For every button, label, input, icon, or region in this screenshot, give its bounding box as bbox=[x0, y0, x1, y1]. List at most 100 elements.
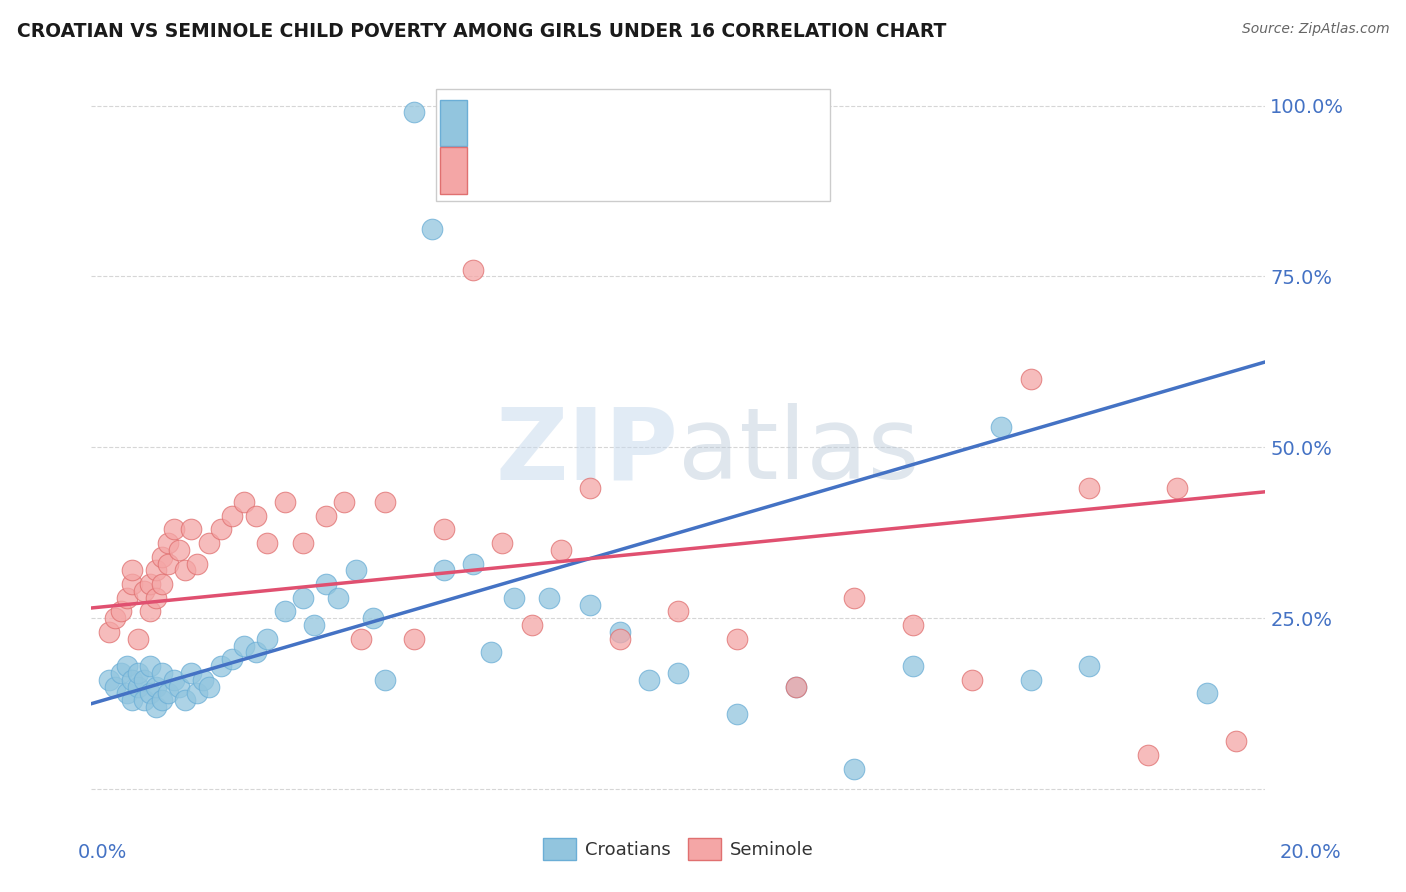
Point bbox=[150, 665, 173, 680]
Point bbox=[960, 673, 983, 687]
Point bbox=[844, 762, 866, 776]
Point bbox=[221, 508, 243, 523]
Point bbox=[233, 639, 256, 653]
Text: ZIP: ZIP bbox=[495, 403, 678, 500]
Point bbox=[256, 632, 278, 646]
Point bbox=[666, 604, 689, 618]
Point bbox=[209, 522, 232, 536]
Point bbox=[374, 673, 396, 687]
Point bbox=[104, 680, 127, 694]
Point bbox=[169, 542, 191, 557]
Point bbox=[110, 604, 132, 618]
Point bbox=[245, 645, 267, 659]
Point bbox=[115, 591, 138, 605]
Point bbox=[990, 420, 1012, 434]
Point bbox=[538, 591, 561, 605]
Point bbox=[725, 632, 748, 646]
Text: atlas: atlas bbox=[678, 403, 920, 500]
Point bbox=[156, 536, 179, 550]
Point bbox=[197, 680, 219, 694]
Point bbox=[844, 591, 866, 605]
Point bbox=[404, 105, 426, 120]
Text: CROATIAN VS SEMINOLE CHILD POVERTY AMONG GIRLS UNDER 16 CORRELATION CHART: CROATIAN VS SEMINOLE CHILD POVERTY AMONG… bbox=[17, 22, 946, 41]
Text: 0.0%: 0.0% bbox=[77, 843, 128, 862]
Point bbox=[110, 665, 132, 680]
Point bbox=[121, 563, 143, 577]
Point bbox=[150, 549, 173, 564]
Point bbox=[134, 673, 156, 687]
Text: R = 0.235    N = 52: R = 0.235 N = 52 bbox=[481, 161, 672, 180]
Point bbox=[291, 591, 314, 605]
Point bbox=[121, 693, 143, 707]
Point bbox=[127, 665, 149, 680]
Text: Source: ZipAtlas.com: Source: ZipAtlas.com bbox=[1241, 22, 1389, 37]
Point bbox=[180, 665, 202, 680]
Point bbox=[98, 624, 121, 639]
Point bbox=[174, 563, 197, 577]
Point bbox=[785, 680, 807, 694]
Point bbox=[291, 536, 314, 550]
Point bbox=[374, 495, 396, 509]
Point bbox=[156, 686, 179, 700]
Point bbox=[233, 495, 256, 509]
Point bbox=[903, 659, 925, 673]
Point bbox=[104, 611, 127, 625]
Point bbox=[326, 591, 349, 605]
Point bbox=[274, 604, 297, 618]
Point bbox=[579, 481, 602, 495]
Point bbox=[145, 680, 167, 694]
Point bbox=[1195, 686, 1218, 700]
Point bbox=[785, 680, 807, 694]
Point bbox=[333, 495, 356, 509]
Point bbox=[1019, 673, 1042, 687]
Point bbox=[479, 645, 502, 659]
Point bbox=[404, 632, 426, 646]
Point bbox=[461, 262, 484, 277]
Point bbox=[139, 686, 162, 700]
Point bbox=[139, 577, 162, 591]
Text: R = 0.309    N = 57: R = 0.309 N = 57 bbox=[481, 113, 672, 133]
Point bbox=[169, 680, 191, 694]
Point bbox=[139, 604, 162, 618]
Point bbox=[315, 577, 337, 591]
Point bbox=[145, 591, 167, 605]
Point bbox=[256, 536, 278, 550]
Point bbox=[162, 522, 184, 536]
Point bbox=[162, 673, 184, 687]
Point bbox=[139, 659, 162, 673]
Point bbox=[221, 652, 243, 666]
Point bbox=[134, 583, 156, 598]
Point bbox=[579, 598, 602, 612]
Point bbox=[98, 673, 121, 687]
Point bbox=[209, 659, 232, 673]
Point bbox=[134, 693, 156, 707]
Point bbox=[1136, 747, 1159, 762]
Point bbox=[191, 673, 214, 687]
Point bbox=[274, 495, 297, 509]
Point bbox=[1225, 734, 1247, 748]
Point bbox=[315, 508, 337, 523]
Point bbox=[127, 632, 149, 646]
Legend: Croatians, Seminole: Croatians, Seminole bbox=[536, 830, 821, 867]
Point bbox=[186, 557, 208, 571]
Text: 20.0%: 20.0% bbox=[1279, 843, 1341, 862]
Point bbox=[550, 542, 572, 557]
Point bbox=[115, 659, 138, 673]
Point bbox=[156, 557, 179, 571]
Point bbox=[304, 618, 326, 632]
Point bbox=[1019, 372, 1042, 386]
Point bbox=[432, 522, 454, 536]
Point bbox=[115, 686, 138, 700]
Point bbox=[174, 693, 197, 707]
Point bbox=[638, 673, 661, 687]
Point bbox=[186, 686, 208, 700]
Point bbox=[150, 693, 173, 707]
Point bbox=[150, 577, 173, 591]
Point bbox=[127, 680, 149, 694]
Point bbox=[121, 673, 143, 687]
Point bbox=[432, 563, 454, 577]
Point bbox=[197, 536, 219, 550]
Point bbox=[461, 557, 484, 571]
Point bbox=[420, 221, 443, 235]
Point bbox=[1078, 659, 1101, 673]
